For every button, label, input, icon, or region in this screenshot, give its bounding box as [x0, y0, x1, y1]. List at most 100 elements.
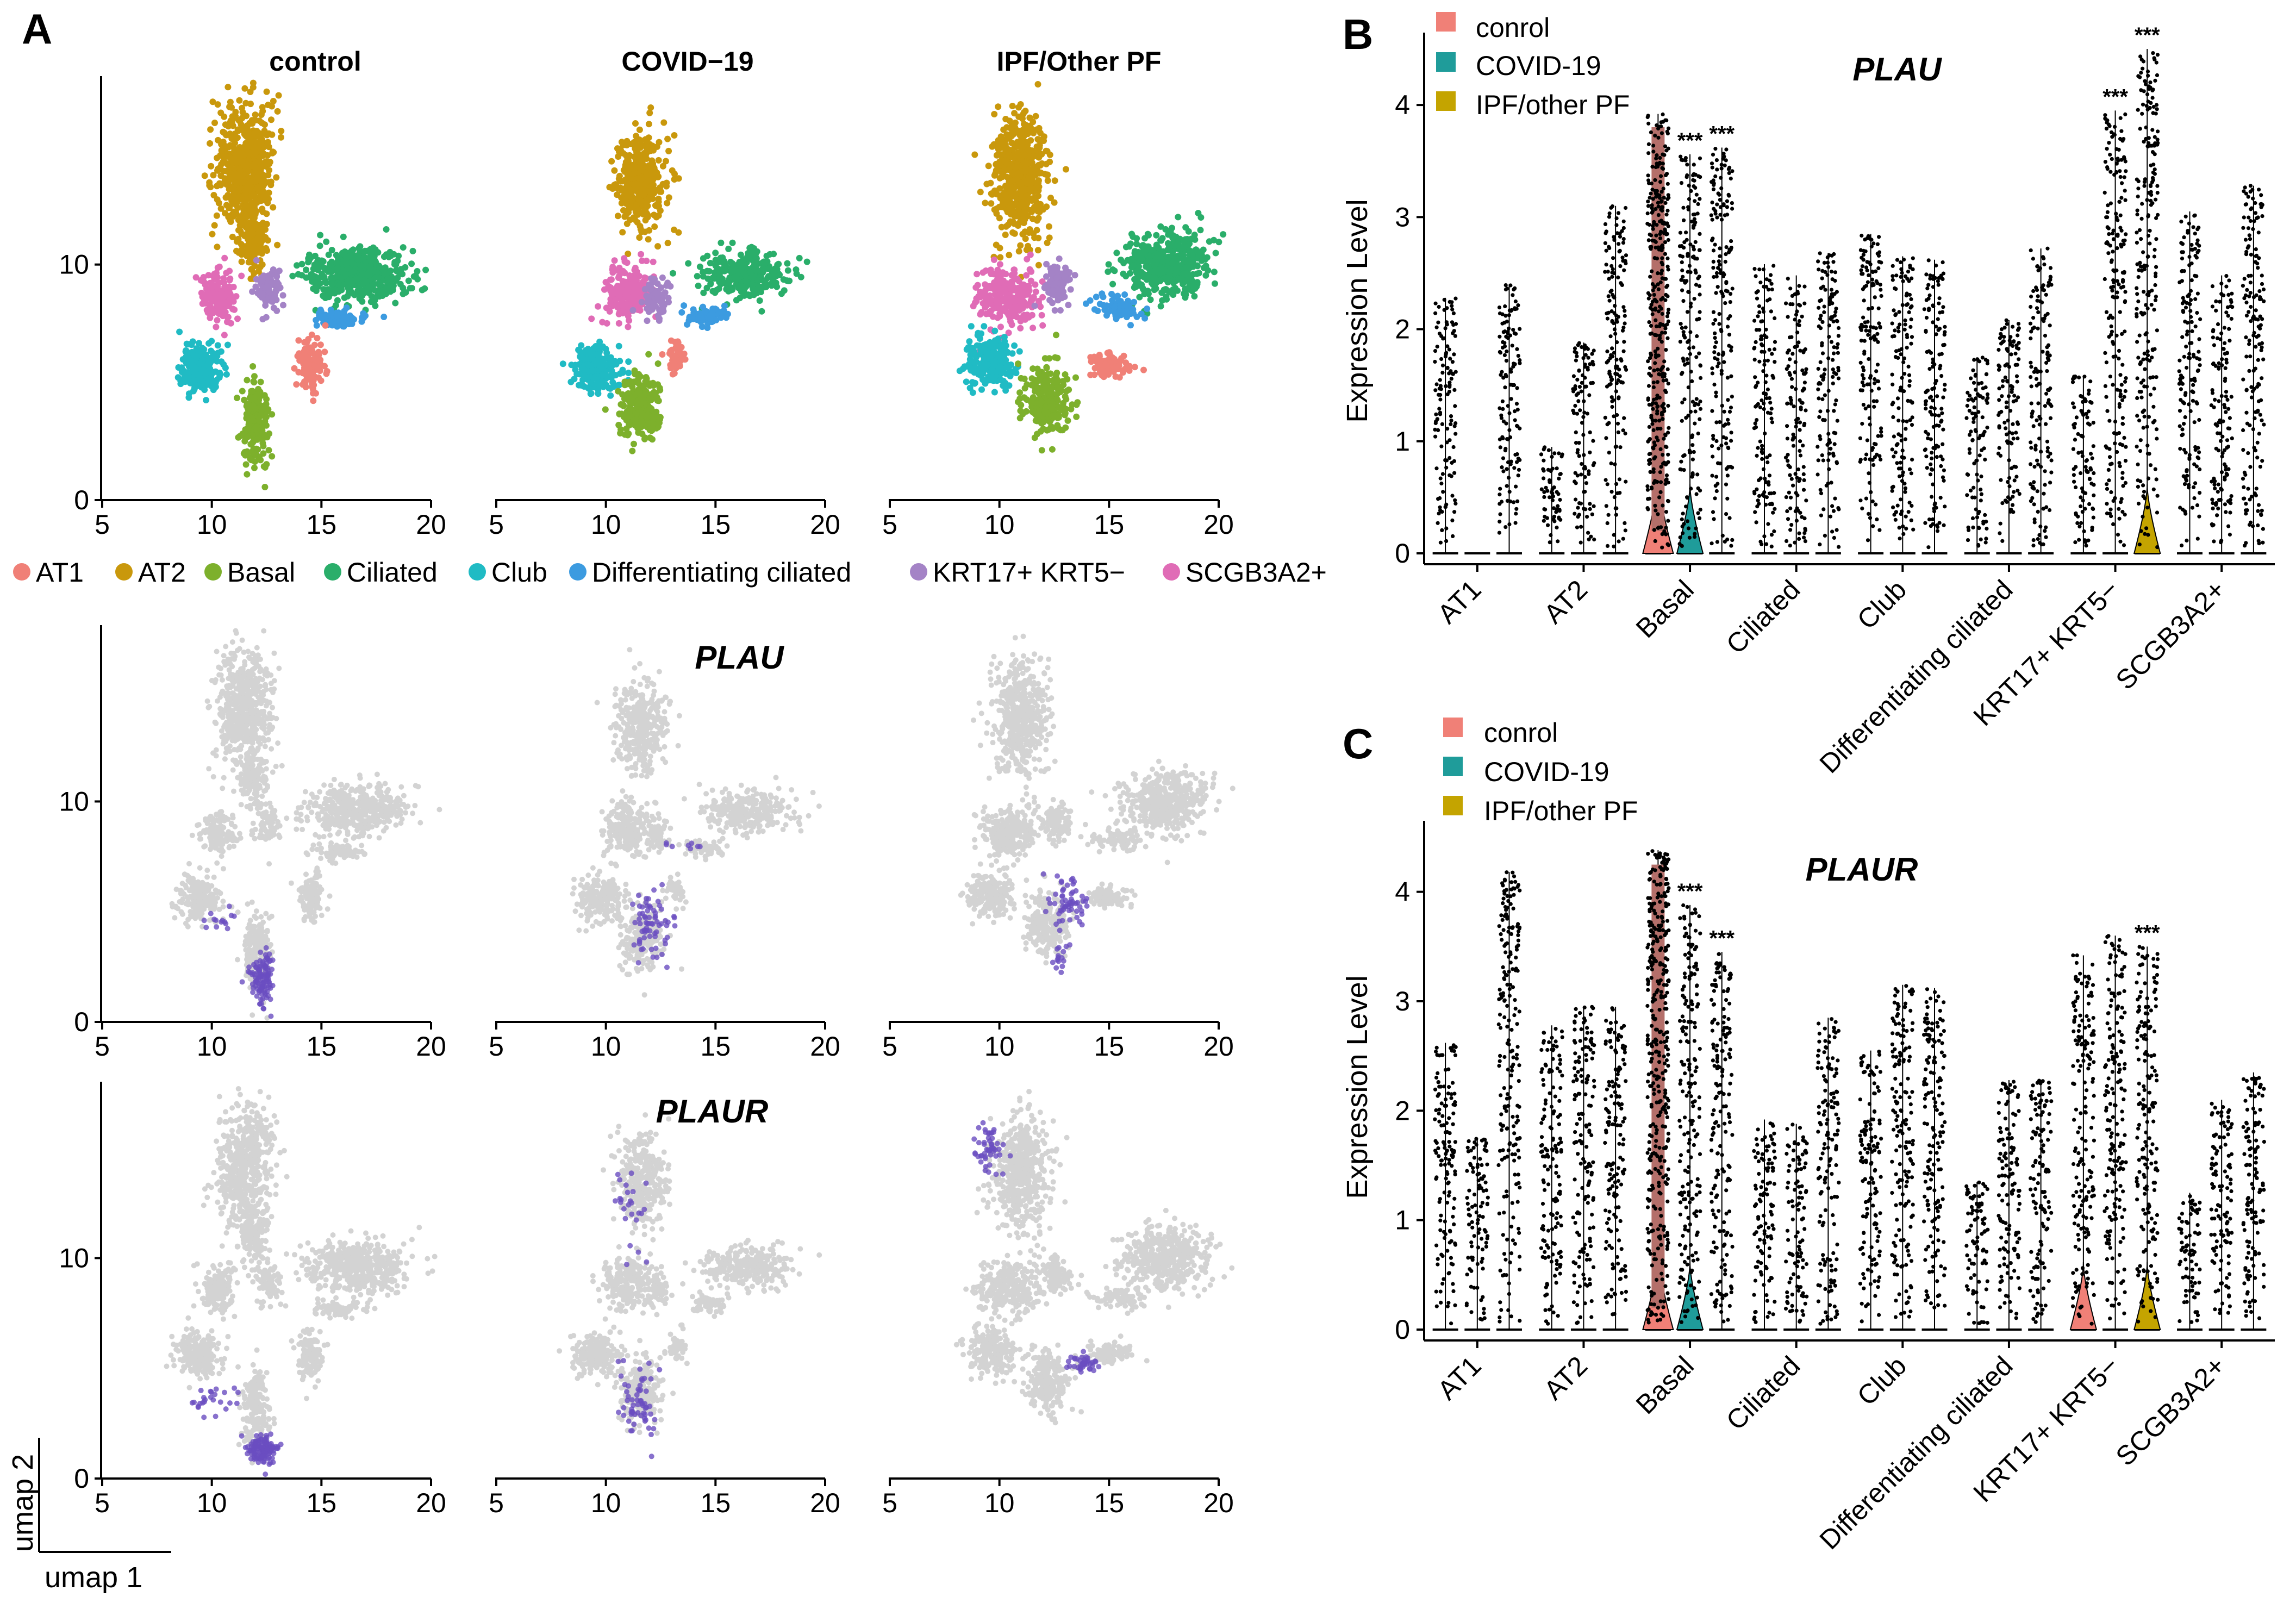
umap-cell [1002, 191, 1009, 198]
umap-cell [259, 104, 266, 111]
umap-cell [625, 323, 632, 330]
umap-cell [251, 263, 258, 270]
umap-cell [987, 299, 994, 306]
umap-cell [1003, 160, 1010, 167]
umap-cell [236, 97, 243, 104]
umap-cell [775, 260, 782, 267]
umap-cell [269, 453, 276, 460]
umap-cell [194, 382, 201, 389]
umap-cell [636, 126, 643, 133]
umap-x-tick-label: 15 [701, 509, 731, 540]
umap-cell [222, 194, 229, 201]
umap-cell [1005, 147, 1012, 154]
umap-cell [1056, 255, 1063, 262]
umap-cell [220, 361, 227, 368]
umap-cell [704, 275, 712, 282]
umap-cell [265, 272, 272, 279]
umap-cell [372, 302, 379, 309]
umap-cell [655, 397, 662, 404]
umap-cell [646, 227, 653, 234]
umap-cell [778, 290, 785, 297]
umap-x-tick-label: 15 [1094, 509, 1125, 540]
umap-cell [598, 344, 605, 350]
umap-cell [678, 309, 685, 316]
umap-cell [629, 307, 637, 314]
umap-cell [607, 392, 614, 399]
umap-cell [239, 196, 246, 203]
umap-cell [599, 319, 606, 326]
umap-cell [390, 282, 397, 289]
umap-cell [228, 120, 235, 126]
umap-cell [257, 159, 264, 166]
umap-cell [590, 375, 597, 382]
umap-cell [635, 429, 642, 436]
umap-cell [1093, 294, 1100, 301]
umap-cell [1184, 259, 1191, 266]
panel-letter-a: A [22, 5, 52, 53]
umap-cell [978, 309, 985, 316]
umap-cell [216, 263, 223, 270]
umap-cell [651, 223, 658, 230]
umap-cell [796, 254, 803, 261]
umap-cell [638, 298, 645, 305]
umap-cell [991, 280, 998, 288]
umap-cell [273, 307, 280, 314]
umap-cell [1034, 81, 1041, 88]
umap-cell [1027, 277, 1034, 284]
umap-cell [298, 272, 305, 279]
umap-cell [232, 140, 238, 146]
umap-cell [1021, 291, 1028, 298]
umap-cell [991, 206, 998, 213]
umap-cell [1000, 126, 1007, 133]
umap-cell [414, 276, 421, 283]
umap-cell [1118, 257, 1125, 264]
umap-cell [1182, 294, 1189, 301]
umap-cell [213, 212, 220, 219]
umap-cell [225, 144, 232, 151]
umap-cell [237, 167, 244, 174]
umap-cell [1049, 287, 1056, 294]
umap-cell [341, 294, 348, 301]
umap-cell [244, 161, 251, 168]
umap-cell [238, 179, 245, 186]
umap-cell [664, 199, 671, 207]
umap-cell [1096, 301, 1103, 308]
umap-cell [737, 251, 744, 258]
umap-cell [210, 172, 217, 179]
umap-cell [1035, 126, 1042, 133]
umap-cell [659, 351, 666, 358]
umap-cell [1155, 253, 1162, 260]
umap-cell [268, 116, 274, 123]
umap-cell [963, 378, 970, 385]
umap-cell [261, 418, 269, 425]
umap-cell [762, 260, 769, 267]
umap-cell [1051, 177, 1058, 184]
umap-cell [341, 248, 348, 255]
umap-cell [327, 311, 334, 318]
umap-cell [646, 188, 653, 195]
umap-cell [265, 130, 272, 137]
umap-cell [622, 176, 629, 183]
umap-cell [591, 357, 598, 364]
umap-cell [991, 111, 998, 117]
umap-cell [612, 358, 619, 365]
umap-cell [567, 378, 575, 385]
umap-cell [260, 220, 267, 227]
umap-cell [583, 347, 589, 354]
umap-cell [214, 317, 221, 324]
umap-cell [249, 417, 257, 424]
umap-cell [304, 338, 310, 345]
umap-cell [1212, 280, 1218, 287]
umap-cell [1105, 261, 1112, 268]
umap-cell [214, 183, 221, 190]
umap-cell [1039, 294, 1046, 301]
umap-cell [1141, 290, 1148, 297]
umap-cell [269, 103, 275, 110]
umap-cell [1202, 272, 1209, 279]
umap-cell [605, 283, 612, 290]
umap-cell [1186, 251, 1193, 258]
umap-cell [1012, 275, 1019, 282]
umap-cell [298, 260, 305, 267]
umap-cell [1031, 302, 1038, 309]
umap-gene-plaur: PLAUR [656, 1093, 769, 1130]
